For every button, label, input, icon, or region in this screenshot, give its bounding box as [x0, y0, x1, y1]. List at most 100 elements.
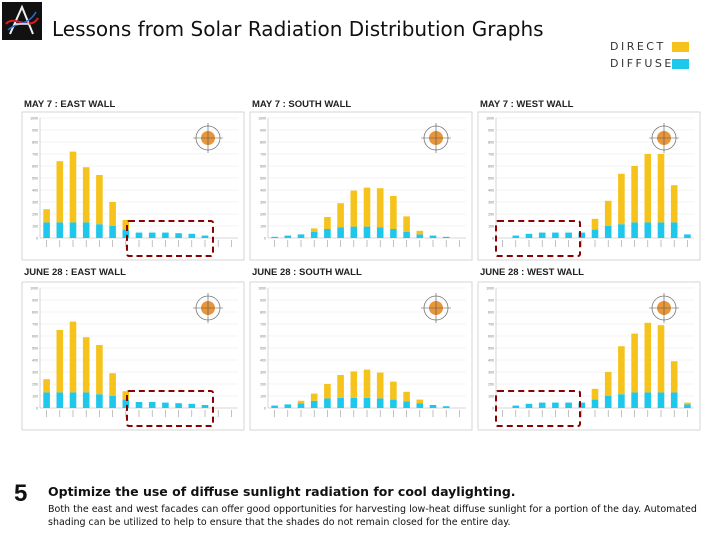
bar-diffuse	[201, 405, 209, 408]
y-tick-label: 600	[32, 165, 38, 169]
y-tick-label: 500	[488, 177, 494, 181]
y-tick-label: 200	[488, 213, 494, 217]
bar-diffuse	[337, 227, 344, 238]
bar-diffuse	[376, 398, 384, 408]
y-tick-label: 500	[32, 177, 38, 181]
y-tick-label: 900	[32, 299, 38, 303]
y-tick-label: 400	[32, 189, 38, 193]
bar-diffuse	[512, 405, 520, 408]
bar-diffuse	[416, 403, 424, 408]
y-tick-label: 800	[32, 311, 38, 315]
bar-diffuse	[565, 232, 572, 238]
bar-diffuse	[684, 404, 691, 408]
bar-diffuse	[175, 403, 182, 408]
y-tick-label: 900	[488, 129, 494, 133]
bar-direct	[69, 151, 77, 223]
bar-diffuse	[148, 402, 156, 408]
bar-diffuse	[416, 234, 424, 238]
bar-diffuse	[525, 233, 533, 238]
bar-diffuse	[310, 232, 318, 238]
y-tick-label: 200	[32, 383, 38, 387]
bar-diffuse	[122, 399, 130, 408]
bar-diffuse	[376, 227, 384, 238]
y-tick-label: 200	[488, 383, 494, 387]
y-tick-label: 200	[260, 213, 266, 217]
y-tick-label: 300	[260, 201, 266, 205]
bar-diffuse	[82, 392, 90, 408]
bar-diffuse	[591, 399, 599, 408]
bar-diffuse	[363, 226, 371, 238]
chart-title-may-west: MAY 7 : WEST WALL	[480, 99, 574, 110]
bar-diffuse	[604, 396, 612, 408]
y-tick-label: 400	[260, 359, 266, 363]
bar-diffuse	[350, 397, 358, 408]
highlight-box-june-east	[126, 390, 214, 427]
y-tick-label: 300	[488, 371, 494, 375]
bar-direct	[82, 337, 90, 393]
y-tick-label: 900	[260, 299, 266, 303]
legend-item-diffuse: DIFFUSE	[610, 55, 689, 72]
bar-direct	[390, 196, 397, 229]
highlight-box-may-east	[126, 220, 214, 257]
logo	[2, 2, 42, 40]
bar-diffuse	[631, 222, 638, 238]
bar-direct	[324, 217, 331, 229]
bar-diffuse	[670, 222, 678, 238]
bar-direct	[644, 322, 652, 393]
bar-direct	[324, 384, 331, 399]
bar-direct	[82, 167, 90, 223]
y-tick-label: 100	[260, 225, 266, 229]
bar-diffuse	[442, 406, 450, 408]
bar-diffuse	[538, 232, 546, 238]
y-tick-label: 1000	[486, 287, 494, 291]
bar-diffuse	[324, 398, 331, 408]
y-tick-label: 500	[260, 177, 266, 181]
bar-direct	[43, 379, 50, 393]
bar-diffuse	[271, 405, 278, 408]
bar-diffuse	[578, 232, 586, 238]
bar-diffuse	[148, 232, 156, 238]
y-tick-label: 200	[260, 383, 266, 387]
chart-title-may-south: MAY 7 : SOUTH WALL	[252, 99, 352, 110]
bar-diffuse	[56, 392, 64, 408]
y-tick-label: 1000	[30, 117, 38, 121]
bar-direct	[69, 321, 77, 393]
bar-direct	[604, 200, 612, 226]
bar-diffuse	[363, 397, 371, 408]
y-tick-label: 900	[32, 129, 38, 133]
bar-diffuse	[350, 226, 358, 238]
bar-direct	[684, 402, 691, 405]
bar-direct	[631, 333, 638, 393]
bar-diffuse	[538, 402, 546, 408]
bar-diffuse	[271, 236, 278, 238]
bar-direct	[350, 190, 358, 227]
y-tick-label: 400	[260, 189, 266, 193]
bar-diffuse	[390, 229, 397, 238]
bar-diffuse	[162, 232, 169, 238]
bar-direct	[591, 388, 599, 400]
bar-diffuse	[43, 392, 50, 408]
y-tick-label: 500	[32, 347, 38, 351]
y-tick-label: 600	[260, 165, 266, 169]
legend-item-direct: DIRECT	[610, 38, 689, 55]
y-tick-label: 400	[32, 359, 38, 363]
bar-direct	[631, 166, 638, 223]
bar-diffuse	[565, 402, 572, 408]
bar-diffuse	[618, 394, 625, 408]
y-tick-label: 800	[260, 141, 266, 145]
bar-diffuse	[512, 235, 520, 238]
bar-diffuse	[175, 233, 182, 238]
bar-direct	[109, 373, 116, 396]
bar-diffuse	[644, 222, 652, 238]
bar-diffuse	[310, 400, 318, 408]
bar-direct	[56, 330, 64, 393]
bar-diffuse	[552, 232, 559, 238]
bar-diffuse	[403, 232, 410, 238]
bar-diffuse	[109, 226, 116, 238]
y-tick-label: 800	[260, 311, 266, 315]
y-tick-label: 1000	[258, 117, 266, 121]
bar-direct	[644, 154, 652, 223]
chart-title-june-south: JUNE 28 : SOUTH WALL	[252, 267, 362, 278]
bar-direct	[350, 371, 358, 398]
bar-diffuse	[631, 392, 638, 408]
